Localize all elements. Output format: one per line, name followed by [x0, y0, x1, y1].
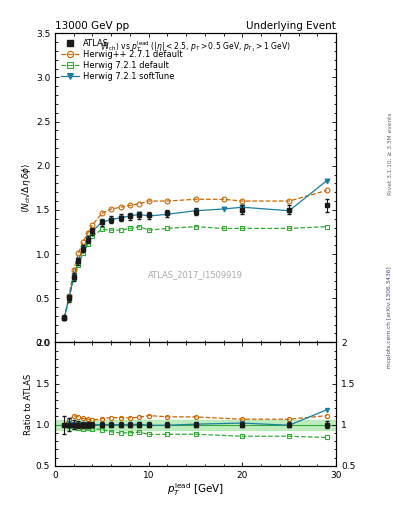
Text: ATLAS_2017_I1509919: ATLAS_2017_I1509919 — [148, 270, 243, 279]
Text: $\langle N_\mathrm{ch}\rangle$ vs $p_T^\mathrm{lead}$ ($|\eta|<2.5$, $p_T>0.5$ G: $\langle N_\mathrm{ch}\rangle$ vs $p_T^\… — [100, 39, 291, 54]
Legend: ATLAS, Herwig++ 2.7.1 default, Herwig 7.2.1 default, Herwig 7.2.1 softTune: ATLAS, Herwig++ 2.7.1 default, Herwig 7.… — [59, 37, 185, 83]
Text: Underlying Event: Underlying Event — [246, 20, 336, 31]
X-axis label: $p_T^\mathrm{lead}$ [GeV]: $p_T^\mathrm{lead}$ [GeV] — [167, 481, 224, 498]
Text: mcplots.cern.ch [arXiv:1306.3436]: mcplots.cern.ch [arXiv:1306.3436] — [387, 267, 392, 368]
Text: 13000 GeV pp: 13000 GeV pp — [55, 20, 129, 31]
Y-axis label: Ratio to ATLAS: Ratio to ATLAS — [24, 373, 33, 435]
Text: Rivet 3.1.10, ≥ 3.3M events: Rivet 3.1.10, ≥ 3.3M events — [387, 112, 392, 195]
Y-axis label: $\langle N_\mathrm{ch} / \Delta\eta\,\delta\phi \rangle$: $\langle N_\mathrm{ch} / \Delta\eta\,\de… — [20, 163, 33, 213]
